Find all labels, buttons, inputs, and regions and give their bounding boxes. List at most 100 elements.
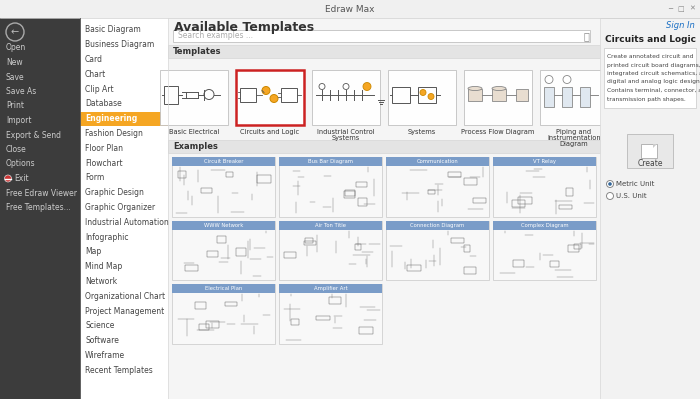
- Bar: [284, 253, 296, 258]
- Text: ─: ─: [668, 6, 672, 12]
- Bar: [516, 89, 528, 101]
- Bar: [217, 236, 226, 243]
- Text: Close: Close: [6, 145, 27, 154]
- Text: Industrial Control: Industrial Control: [317, 129, 375, 135]
- Bar: [168, 18, 600, 399]
- Circle shape: [606, 180, 613, 188]
- Bar: [359, 327, 373, 334]
- Bar: [464, 245, 470, 251]
- Circle shape: [420, 89, 426, 95]
- Bar: [279, 221, 382, 230]
- Text: □: □: [678, 6, 685, 12]
- Bar: [493, 157, 596, 166]
- Bar: [330, 297, 341, 304]
- Text: Create annotated circuit and: Create annotated circuit and: [607, 54, 694, 59]
- Bar: [566, 188, 573, 196]
- Text: WWW Network: WWW Network: [204, 223, 243, 228]
- Bar: [600, 18, 700, 399]
- Bar: [279, 284, 382, 344]
- Text: transmission path shapes.: transmission path shapes.: [607, 97, 686, 101]
- Text: Basic Electrical: Basic Electrical: [169, 129, 219, 135]
- Bar: [559, 205, 572, 209]
- Text: Instrumentation: Instrumentation: [547, 135, 601, 141]
- Bar: [172, 157, 275, 217]
- Ellipse shape: [468, 87, 482, 91]
- Bar: [279, 157, 382, 217]
- Text: Basic Diagram: Basic Diagram: [85, 26, 141, 34]
- Text: ←: ←: [11, 27, 19, 37]
- Bar: [512, 200, 525, 207]
- Bar: [448, 172, 461, 177]
- Text: Project Management: Project Management: [85, 307, 164, 316]
- Text: Free Edraw Viewer: Free Edraw Viewer: [6, 188, 77, 198]
- Text: Piping and: Piping and: [556, 129, 592, 135]
- Text: Circuits and Logic: Circuits and Logic: [605, 36, 696, 45]
- Text: Process Flow Diagram: Process Flow Diagram: [461, 129, 535, 135]
- Text: Contains terminal, connector, and: Contains terminal, connector, and: [607, 88, 700, 93]
- Bar: [451, 238, 465, 243]
- Text: Wireframe: Wireframe: [85, 351, 125, 360]
- Bar: [168, 45, 600, 58]
- Text: Print: Print: [6, 101, 24, 111]
- Text: Sign In: Sign In: [666, 22, 695, 30]
- Text: printed circuit board diagrams,: printed circuit board diagrams,: [607, 63, 700, 67]
- Bar: [240, 87, 256, 101]
- Bar: [0, 0, 700, 18]
- Circle shape: [262, 87, 270, 95]
- Text: Business Diagram: Business Diagram: [85, 40, 154, 49]
- Text: integrated circuit schematics, and: integrated circuit schematics, and: [607, 71, 700, 76]
- Text: Circuit Breaker: Circuit Breaker: [204, 159, 244, 164]
- Bar: [258, 175, 271, 183]
- Bar: [236, 70, 304, 125]
- Text: Network: Network: [85, 277, 117, 286]
- Text: Examples: Examples: [173, 142, 218, 151]
- Text: Amplifier Art: Amplifier Art: [314, 286, 347, 292]
- Text: Metric Unit: Metric Unit: [616, 181, 654, 187]
- Text: Air Ton Title: Air Ton Title: [315, 223, 346, 228]
- Text: digital and analog logic designs.: digital and analog logic designs.: [607, 79, 700, 85]
- Bar: [312, 70, 380, 125]
- Bar: [186, 265, 197, 271]
- Bar: [388, 70, 456, 125]
- Text: Complex Diagram: Complex Diagram: [521, 223, 568, 228]
- Text: Software: Software: [85, 336, 119, 345]
- Text: Diagram: Diagram: [560, 141, 588, 147]
- Bar: [344, 190, 355, 196]
- Bar: [279, 157, 382, 166]
- Bar: [178, 171, 186, 178]
- Text: Graphic Design: Graphic Design: [85, 188, 144, 197]
- Text: Engineering: Engineering: [85, 114, 137, 123]
- Bar: [304, 238, 313, 243]
- Bar: [355, 244, 361, 250]
- Bar: [172, 284, 275, 294]
- Text: Circuits and Logic: Circuits and Logic: [240, 129, 300, 135]
- Bar: [316, 316, 330, 320]
- Bar: [202, 188, 212, 193]
- Bar: [493, 157, 596, 217]
- Text: Systems: Systems: [408, 129, 436, 135]
- Text: Available Templates: Available Templates: [174, 22, 314, 34]
- Text: Bus Bar Diagram: Bus Bar Diagram: [308, 159, 353, 164]
- Text: Floor Plan: Floor Plan: [85, 144, 123, 153]
- Bar: [562, 87, 572, 107]
- Text: Create: Create: [637, 158, 663, 168]
- Polygon shape: [653, 144, 657, 148]
- Text: U.S. Unit: U.S. Unit: [616, 193, 647, 199]
- Bar: [0, 18, 80, 399]
- Text: ⌕: ⌕: [583, 31, 589, 41]
- Text: Card: Card: [85, 55, 103, 64]
- Text: Communication: Communication: [416, 159, 459, 164]
- Bar: [195, 302, 206, 309]
- Bar: [358, 198, 368, 205]
- Bar: [160, 70, 228, 125]
- Text: Systems: Systems: [332, 135, 360, 141]
- Bar: [627, 134, 673, 168]
- Bar: [518, 197, 531, 204]
- Text: Map: Map: [85, 247, 102, 257]
- Bar: [225, 302, 237, 306]
- Circle shape: [270, 95, 278, 103]
- Bar: [164, 85, 178, 103]
- Circle shape: [363, 83, 371, 91]
- Text: Database: Database: [85, 99, 122, 109]
- Bar: [304, 241, 316, 245]
